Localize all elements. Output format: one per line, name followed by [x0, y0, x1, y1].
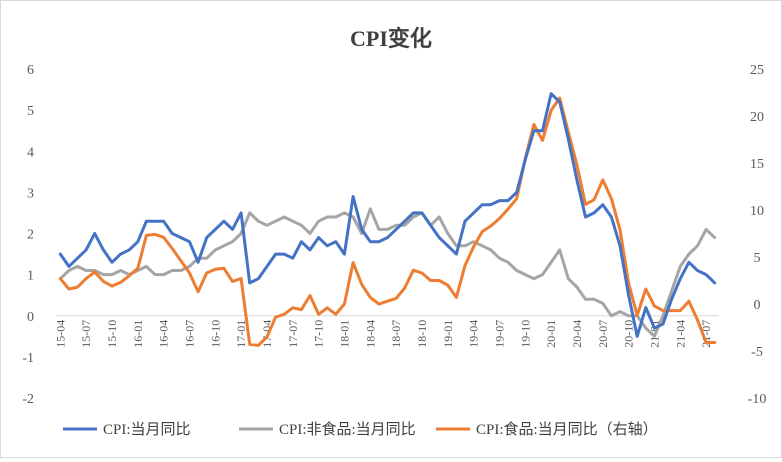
- series-line-1: [58, 207, 717, 338]
- x-tick-label: 18-01: [337, 320, 351, 348]
- legend-label: CPI:非食品:当月同比: [279, 421, 416, 438]
- x-tick-label: 21-04: [673, 320, 687, 348]
- left-tick-label: 0: [27, 310, 34, 325]
- chart-title: CPI变化: [350, 26, 432, 51]
- legend-label: CPI:食品:当月同比（右轴）: [476, 421, 658, 438]
- legend-label: CPI:当月同比: [103, 421, 191, 438]
- x-tick-label: 16-01: [131, 320, 145, 348]
- x-tick-label: 19-07: [492, 320, 506, 348]
- right-tick-label: 0: [754, 298, 761, 313]
- x-tick-label: 15-04: [53, 320, 67, 348]
- x-tick-label: 15-07: [79, 320, 93, 348]
- left-tick-label: 6: [27, 63, 34, 78]
- x-tick-label: 17-07: [286, 320, 300, 348]
- legend: CPI:当月同比 CPI:非食品:当月同比 CPI:食品:当月同比（右轴）: [63, 421, 658, 438]
- series-line-0: [58, 92, 717, 338]
- left-axis: -2 -1 0 1 2 3 4 5 6: [22, 63, 34, 407]
- x-tick-label: 21-07: [699, 320, 713, 348]
- x-tick-label: 20-04: [570, 320, 584, 348]
- right-tick-label: 25: [750, 63, 764, 78]
- left-tick-label: 1: [27, 269, 34, 284]
- series-layer: [58, 92, 717, 347]
- x-tick-label: 19-01: [441, 320, 455, 348]
- x-tick-label: 18-10: [415, 320, 429, 348]
- x-tick-label: 16-10: [208, 320, 222, 348]
- x-axis: 15-04 15-07 15-10 16-01 16-04 16-07 16-10 17-01…: [53, 320, 713, 348]
- x-tick-label: 18-07: [389, 320, 403, 348]
- x-tick-label: 20-10: [622, 320, 636, 348]
- x-tick-label: 18-04: [363, 320, 377, 348]
- right-tick-label: 20: [750, 110, 764, 125]
- x-tick-label: 17-10: [312, 320, 326, 348]
- left-tick-label: 5: [27, 104, 34, 119]
- x-tick-label: 20-07: [596, 320, 610, 348]
- x-tick-label: 15-10: [105, 320, 119, 348]
- right-tick-label: 5: [754, 251, 761, 266]
- right-tick-label: 15: [750, 157, 764, 172]
- left-tick-label: 3: [27, 186, 34, 201]
- right-tick-label: -5: [751, 345, 763, 360]
- left-tick-label: -2: [22, 392, 34, 407]
- x-tick-label: 20-01: [544, 320, 558, 348]
- left-tick-label: -1: [22, 351, 34, 366]
- x-tick-label: 17-01: [234, 320, 248, 348]
- x-tick-label: 16-04: [157, 320, 171, 348]
- x-tick-label: 19-04: [467, 320, 481, 348]
- right-tick-label: 10: [750, 204, 764, 219]
- x-tick-label: 16-07: [182, 320, 196, 348]
- x-tick-label: 19-10: [518, 320, 532, 348]
- series-line-2: [58, 96, 717, 347]
- right-axis: -10 -5 0 5 10 15 20 25: [748, 63, 767, 407]
- left-tick-label: 2: [27, 228, 34, 243]
- right-tick-label: -10: [748, 392, 767, 407]
- left-tick-label: 4: [27, 145, 34, 160]
